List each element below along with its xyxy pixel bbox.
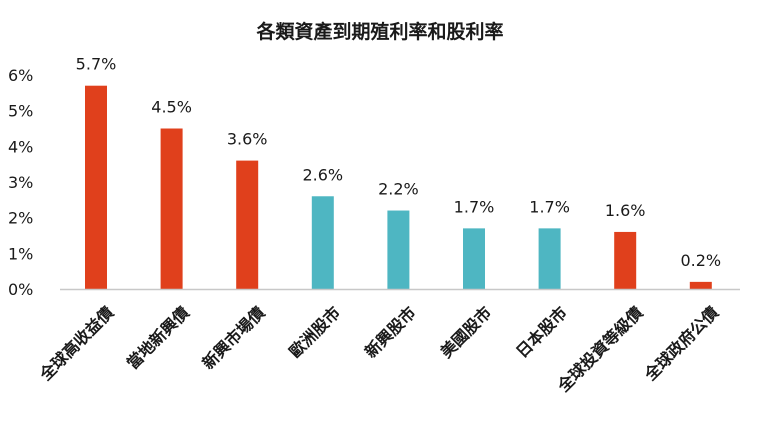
category-label: 當地新興債 xyxy=(123,303,193,373)
bar-8 xyxy=(614,231,637,289)
category-label: 全球政府公債 xyxy=(640,303,722,385)
category-label: 歐洲股市 xyxy=(285,303,344,362)
category-label: 日本股市 xyxy=(512,303,571,362)
y-axis: 0% 1% 2% 3% 4% 5% 6% xyxy=(8,66,33,299)
chart-title: 各類資產到期殖利率和股利率 xyxy=(255,20,503,43)
bars-group xyxy=(85,85,712,289)
bar-6 xyxy=(463,228,485,289)
y-tick-label: 6% xyxy=(8,66,33,85)
data-labels-group: 5.7% 4.5% 3.6% 2.6% 2.2% 1.7% 1.7% 1.6% 0.2% xyxy=(76,55,721,270)
bar-value-label: 1.7% xyxy=(529,197,570,216)
bar-value-label: 4.5% xyxy=(151,98,192,117)
bar-7 xyxy=(538,228,561,289)
bar-9 xyxy=(689,281,712,289)
bar-value-label: 1.6% xyxy=(605,201,646,220)
y-tick-label: 2% xyxy=(8,209,33,228)
bar-value-label: 0.2% xyxy=(680,251,721,270)
category-label: 全球高收益債 xyxy=(35,303,117,385)
y-tick-label: 3% xyxy=(8,173,33,192)
category-label: 新興市場債 xyxy=(198,303,268,373)
bar-4 xyxy=(311,196,334,289)
y-tick-label: 1% xyxy=(8,244,33,263)
y-tick-label: 4% xyxy=(8,137,33,156)
bar-value-label: 2.2% xyxy=(378,180,419,199)
bar-1 xyxy=(85,85,107,289)
category-label: 新興股市 xyxy=(361,303,420,362)
x-axis: 全球高收益債 當地新興債 新興市場債 歐洲股市 新興股市 美國股市 日本股市全球投資等級債全… xyxy=(35,288,740,396)
bar-value-label: 2.6% xyxy=(302,165,343,184)
y-tick-label: 5% xyxy=(8,102,33,121)
bar-value-label: 3.6% xyxy=(227,130,268,149)
bar-2 xyxy=(160,128,183,289)
bar-value-label: 5.7% xyxy=(76,55,117,74)
bar-5 xyxy=(387,210,410,289)
bar-value-label: 1.7% xyxy=(454,197,495,216)
y-tick-label: 0% xyxy=(8,280,33,299)
category-label: 美國股市 xyxy=(437,303,496,362)
bar-3 xyxy=(236,160,259,289)
